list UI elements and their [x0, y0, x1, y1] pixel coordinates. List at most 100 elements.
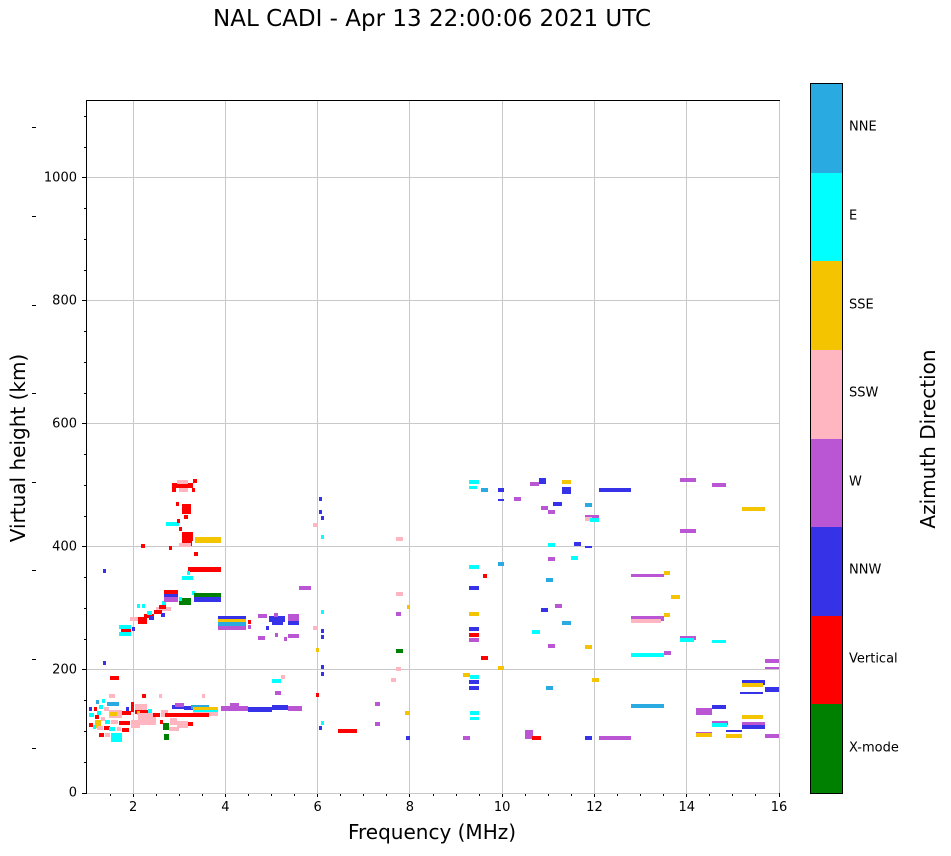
echo-dash-W	[548, 557, 556, 562]
echo-dash-NNE	[481, 487, 489, 492]
y-tick-label: 800	[52, 293, 77, 309]
colorbar-tick	[32, 215, 36, 217]
x-minor-tick	[363, 793, 365, 796]
echo-dash-SSW	[176, 720, 189, 728]
echo-dash-W	[585, 514, 600, 519]
echo-dash-E	[166, 522, 180, 527]
y-gridline	[87, 177, 779, 179]
echo-dash-E	[101, 699, 105, 704]
echo-dash-W	[164, 596, 179, 602]
echo-dash-NNW	[126, 707, 130, 712]
echo-dash-W	[555, 604, 563, 608]
x-axis-label: Frequency (MHz)	[347, 820, 517, 844]
echo-dash-Vertical	[152, 713, 160, 718]
echo-dash-E	[469, 711, 480, 716]
y-minor-tick	[83, 484, 86, 486]
echo-dash-W	[174, 703, 184, 708]
y-minor-tick	[83, 361, 86, 363]
y-tick-label: 1000	[43, 170, 77, 186]
echo-dash-W	[287, 617, 300, 622]
x-tick-label: 14	[678, 800, 695, 815]
colorbar-segment-NNE	[811, 84, 842, 173]
echo-dash-W	[663, 650, 671, 655]
echo-dash-E	[532, 630, 540, 635]
echo-dash-NNE	[562, 620, 572, 625]
x-tick-label: 4	[221, 800, 230, 815]
echo-dash-Vertical	[468, 632, 480, 637]
echo-dash-E	[119, 624, 132, 629]
y-major-tick	[82, 669, 86, 671]
colorbar-tick	[32, 747, 36, 749]
echo-dash-W	[287, 634, 300, 639]
x-gridline	[409, 101, 411, 793]
y-axis-label: Virtual height (km)	[6, 353, 30, 543]
echo-dash-E	[97, 711, 101, 716]
echo-dash-SSW	[391, 677, 397, 682]
echo-dash-W	[299, 586, 311, 591]
colorbar-tick-label: X-mode	[849, 740, 899, 756]
y-minor-tick	[83, 638, 86, 640]
y-minor-tick	[83, 700, 86, 702]
colorbar-segment-SSE	[811, 261, 842, 350]
echo-dash-Vertical	[172, 487, 176, 492]
colorbar-segment-SSW	[811, 349, 842, 439]
echo-dash-NNW	[742, 680, 766, 686]
echo-dash-Vertical	[181, 536, 194, 542]
echo-dash-W	[541, 505, 549, 510]
echo-dash-E	[712, 639, 726, 643]
echo-dash-E	[320, 720, 324, 725]
x-minor-tick	[247, 793, 249, 796]
x-major-tick	[224, 793, 226, 797]
y-minor-tick	[83, 730, 86, 732]
echo-dash-NNW	[132, 627, 136, 632]
echo-dash-NNW	[725, 730, 743, 733]
echo-dash-NNW	[320, 516, 324, 521]
echo-dash-SSE	[497, 666, 505, 671]
echo-dash-NNW	[318, 496, 322, 501]
echo-dash-W	[257, 635, 265, 640]
echo-dash-SSW	[104, 706, 109, 711]
x-minor-tick	[432, 793, 434, 796]
x-major-tick	[686, 793, 688, 797]
echo-dash-X-mode	[164, 734, 170, 741]
x-gridline	[778, 101, 780, 793]
echo-dash-Vertical	[142, 694, 147, 699]
echo-dash-E	[192, 591, 196, 596]
echo-dash-W	[220, 706, 249, 712]
echo-dash-SSW	[160, 709, 169, 717]
echo-dash-Vertical	[181, 504, 191, 510]
echo-dash-W	[284, 637, 288, 642]
echo-dash-Vertical	[110, 675, 120, 680]
echo-dash-Vertical	[532, 736, 542, 741]
x-minor-tick	[663, 793, 665, 796]
echo-dash-W	[765, 734, 779, 739]
y-tick-label: 0	[68, 785, 77, 801]
echo-dash-W	[468, 637, 480, 642]
x-tick-label: 12	[586, 800, 603, 815]
echo-dash-Vertical	[94, 715, 99, 720]
echo-dash-SSW	[170, 718, 177, 726]
echo-dash-X-mode	[179, 597, 192, 605]
y-major-tick	[82, 423, 86, 425]
colorbar-segment-E	[811, 172, 842, 262]
echo-dash-SSE	[193, 707, 219, 712]
echo-dash-NNE	[585, 503, 593, 508]
echo-dash-Vertical	[131, 701, 135, 712]
echo-dash-W	[548, 509, 556, 514]
echo-dash-NNW	[562, 487, 572, 495]
echo-dash-NNW	[497, 487, 505, 492]
x-gridline	[501, 101, 503, 793]
colorbar-tick-label: W	[849, 474, 862, 490]
echo-dash-E	[179, 596, 183, 601]
echo-dash-E	[469, 674, 480, 679]
echo-dash-E	[589, 517, 600, 522]
echo-dash-E	[468, 485, 477, 489]
echo-dash-E	[631, 653, 664, 658]
echo-dash-Vertical	[176, 518, 180, 523]
echo-dash-SSE	[562, 479, 572, 484]
echo-dash-W	[513, 496, 521, 501]
echo-dash-Vertical	[141, 543, 146, 548]
echo-dash-W	[218, 625, 247, 630]
echo-dash-E	[110, 732, 123, 742]
echo-dash-Vertical	[164, 589, 179, 595]
